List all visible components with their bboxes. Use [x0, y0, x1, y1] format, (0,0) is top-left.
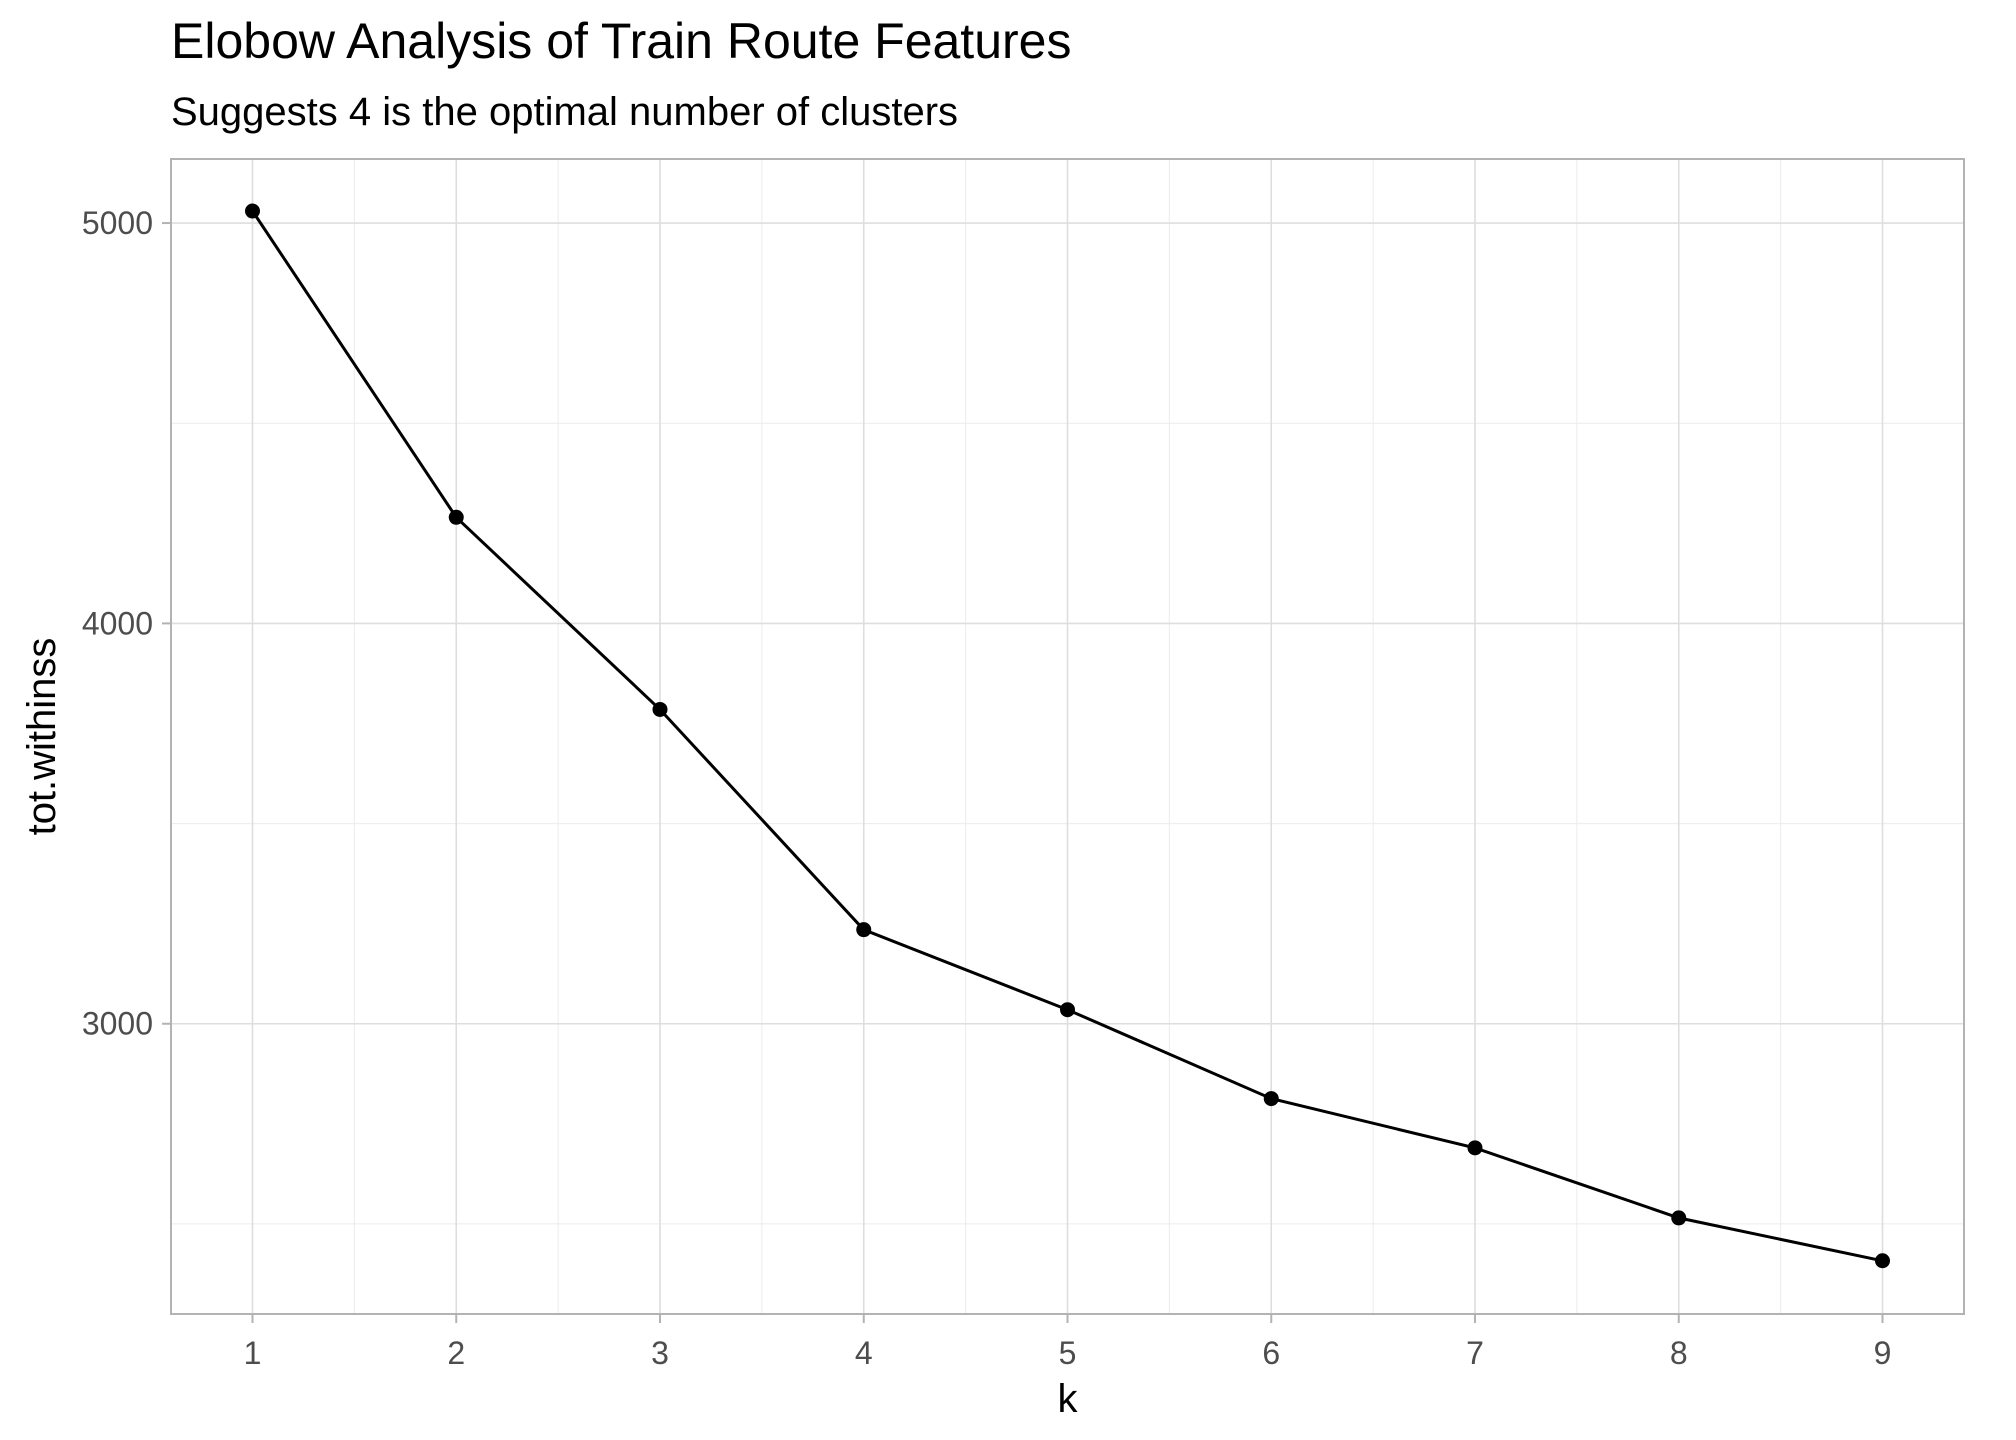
x-axis-title: k — [1058, 1377, 1079, 1421]
data-point-k2 — [448, 509, 464, 525]
y-axis-tick-labels: 3000 4000 5000 — [82, 205, 153, 1042]
tot-withinss-points — [245, 203, 1890, 1269]
x-tick-label: 9 — [1874, 1335, 1892, 1371]
data-point-k5 — [1060, 1002, 1075, 1018]
chart-subtitle: Suggests 4 is the optimal number of clus… — [171, 90, 958, 134]
x-tick-label: 5 — [1059, 1335, 1077, 1371]
data-point-k8 — [1671, 1210, 1687, 1226]
chart-title: Elobow Analysis of Train Route Features — [171, 13, 1071, 69]
x-tick-label: 6 — [1262, 1335, 1280, 1371]
x-tick-label: 2 — [447, 1335, 465, 1371]
data-point-k6 — [1263, 1091, 1279, 1107]
major-gridlines — [171, 159, 1964, 1314]
x-tick-label: 7 — [1466, 1335, 1484, 1371]
y-tick-label: 5000 — [82, 205, 153, 241]
y-tick-label: 3000 — [82, 1006, 153, 1042]
x-tick-label: 4 — [855, 1335, 873, 1371]
x-axis-tick-labels: 1 2 3 4 5 6 7 8 9 — [244, 1335, 1892, 1371]
x-tick-label: 8 — [1670, 1335, 1688, 1371]
data-point-k4 — [856, 922, 872, 938]
data-point-k7 — [1467, 1140, 1483, 1156]
x-tick-label: 3 — [651, 1335, 669, 1371]
data-point-k1 — [245, 203, 260, 219]
data-point-k3 — [652, 701, 668, 717]
y-tick-label: 4000 — [82, 605, 153, 641]
axis-ticks — [162, 222, 1884, 1323]
data-point-k9 — [1875, 1253, 1890, 1269]
y-axis-title: tot.withinss — [20, 638, 64, 836]
x-tick-label: 1 — [244, 1335, 262, 1371]
